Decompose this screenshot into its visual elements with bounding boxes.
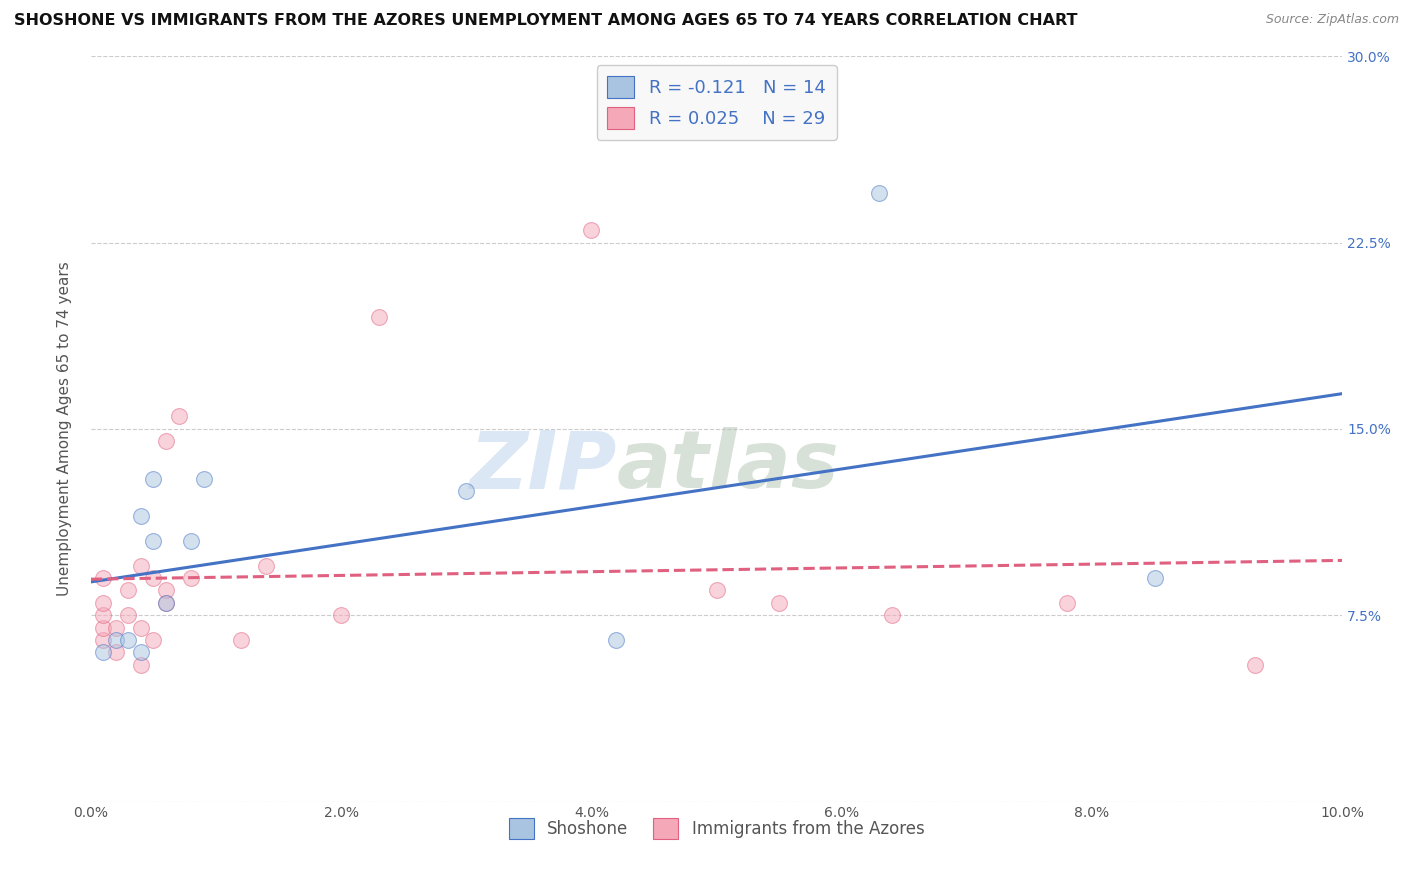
Point [868,186,890,200]
Point [129,558,152,573]
Point [229,633,252,648]
Point [254,558,277,573]
Point [142,533,165,548]
Point [93,633,115,648]
Point [104,621,127,635]
Point [93,596,115,610]
Point [129,621,152,635]
Text: Source: ZipAtlas.com: Source: ZipAtlas.com [1265,13,1399,27]
Text: ZIP: ZIP [470,427,616,505]
Point [142,472,165,486]
Point [367,310,389,324]
Point [193,472,215,486]
Point [129,645,152,659]
Text: atlas: atlas [616,427,839,505]
Point [93,608,115,623]
Point [1243,657,1265,672]
Point [129,508,152,523]
Point [605,633,627,648]
Point [155,583,177,598]
Point [117,608,139,623]
Point [1143,571,1166,585]
Point [180,571,202,585]
Point [456,483,478,498]
Point [1056,596,1078,610]
Point [330,608,353,623]
Point [880,608,903,623]
Point [706,583,728,598]
Point [155,596,177,610]
Point [104,645,127,659]
Point [129,657,152,672]
Point [155,596,177,610]
Point [167,409,190,424]
Point [93,621,115,635]
Point [155,434,177,449]
Y-axis label: Unemployment Among Ages 65 to 74 years: Unemployment Among Ages 65 to 74 years [58,261,72,596]
Point [117,583,139,598]
Point [142,633,165,648]
Legend: Shoshone, Immigrants from the Azores: Shoshone, Immigrants from the Azores [502,812,931,846]
Point [768,596,790,610]
Point [117,633,139,648]
Point [142,571,165,585]
Point [104,633,127,648]
Point [93,645,115,659]
Point [581,223,603,237]
Point [93,571,115,585]
Point [180,533,202,548]
Text: SHOSHONE VS IMMIGRANTS FROM THE AZORES UNEMPLOYMENT AMONG AGES 65 TO 74 YEARS CO: SHOSHONE VS IMMIGRANTS FROM THE AZORES U… [14,13,1077,29]
